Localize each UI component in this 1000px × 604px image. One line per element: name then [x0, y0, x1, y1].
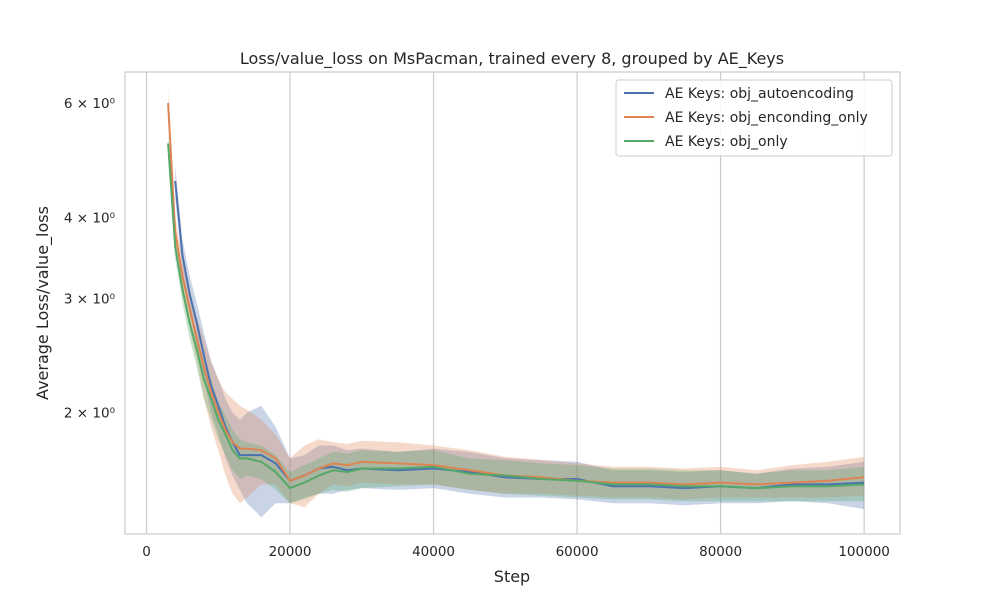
y-tick-label: 6 × 10⁰	[64, 96, 115, 112]
x-tick-label: 100000	[838, 544, 890, 560]
plot-frame	[124, 71, 901, 535]
x-tick-label: 40000	[412, 544, 455, 560]
y-tick-label: 4 × 10⁰	[64, 210, 115, 226]
x-tick-label: 20000	[269, 544, 312, 560]
x-axis-label: Step	[494, 567, 530, 586]
legend-box	[615, 79, 893, 157]
x-tick-label: 60000	[556, 544, 599, 560]
chart-title: Loss/value_loss on MsPacman, trained eve…	[240, 49, 784, 69]
legend: AE Keys: obj_autoencoding AE Keys: obj_en…	[615, 79, 893, 157]
series-line-3	[167, 143, 865, 490]
legend-label: AE Keys: obj_only	[665, 134, 788, 150]
confidence-band-2	[168, 89, 865, 508]
y-axis-label: Average Loss/value_loss	[33, 206, 53, 400]
legend-label: AE Keys: obj_enconding_only	[665, 110, 868, 126]
legend-label: AE Keys: obj_autoencoding	[665, 86, 854, 102]
series-line-2	[167, 103, 865, 486]
x-tick-label: 0	[142, 544, 151, 560]
series-line-1	[174, 180, 865, 490]
y-tick-label: 3 × 10⁰	[64, 291, 115, 307]
x-tick-label: 80000	[699, 544, 742, 560]
y-tick-label: 2 × 10⁰	[64, 406, 115, 422]
confidence-band-3	[168, 132, 865, 504]
